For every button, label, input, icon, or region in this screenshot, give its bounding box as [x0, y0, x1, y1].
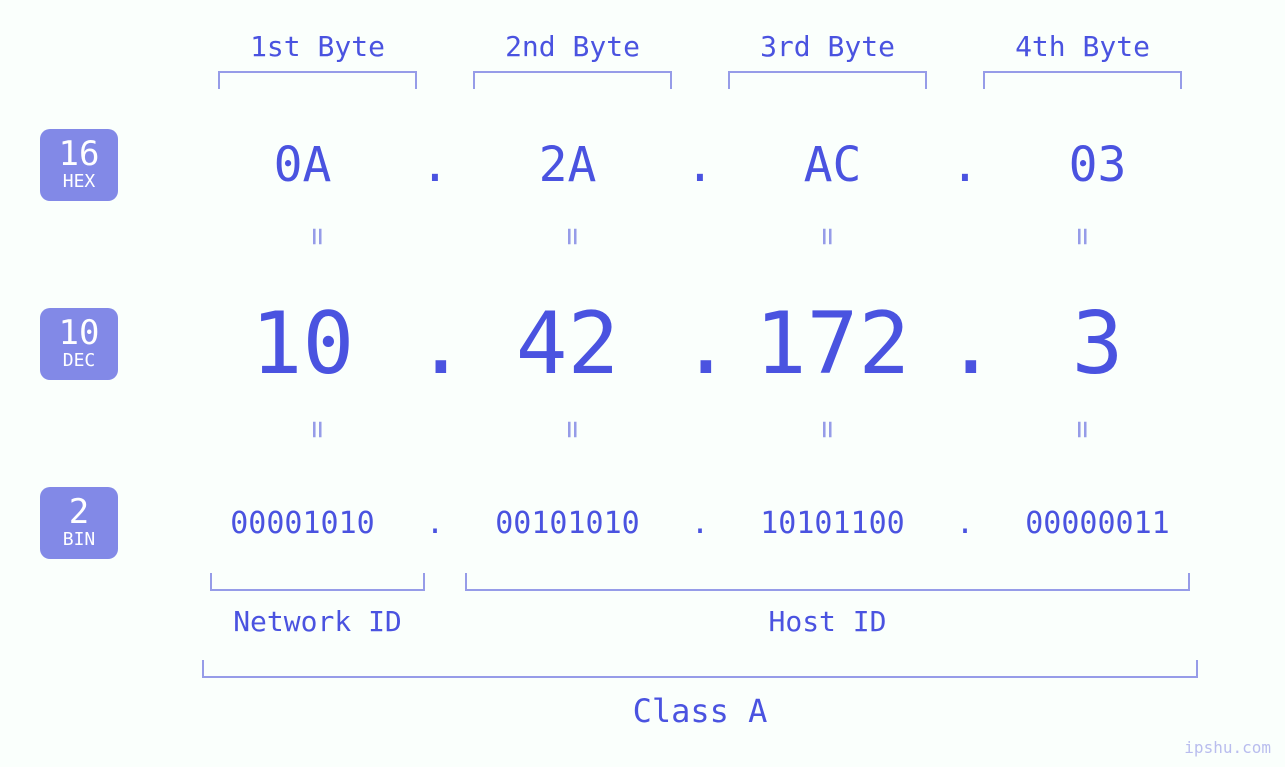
equals-icon: =: [810, 302, 845, 557]
bin-badge: 2 BIN: [40, 487, 118, 559]
bin-base-number: 2: [40, 495, 118, 529]
network-id-col: Network ID: [190, 573, 445, 638]
dot-icon: .: [680, 506, 720, 541]
dot-icon: .: [945, 137, 985, 193]
host-id-label: Host ID: [445, 605, 1210, 638]
equals-icon: =: [555, 302, 590, 557]
hex-badge: 16 HEX: [40, 129, 118, 201]
dec-badge: 10 DEC: [40, 308, 118, 380]
byte-header-3: 3rd Byte: [700, 30, 955, 89]
bracket-icon: [202, 660, 1198, 678]
dec-base-number: 10: [40, 316, 118, 350]
dec-base-name: DEC: [40, 352, 118, 370]
equals-row-2: = = = =: [190, 412, 1210, 447]
dec-values: 10 . 42 . 172 . 3: [190, 294, 1210, 394]
byte-label-4: 4th Byte: [955, 30, 1210, 63]
bracket-icon: [983, 71, 1182, 89]
byte-header-1: 1st Byte: [190, 30, 445, 89]
bin-base-name: BIN: [40, 531, 118, 549]
byte-headers: 1st Byte 2nd Byte 3rd Byte 4th Byte: [190, 30, 1210, 89]
dot-icon: .: [945, 506, 985, 541]
bracket-icon: [210, 573, 425, 591]
host-id-col: Host ID: [445, 573, 1210, 638]
byte-header-2: 2nd Byte: [445, 30, 700, 89]
byte-label-1: 1st Byte: [190, 30, 445, 63]
hex-values: 0A . 2A . AC . 03: [190, 137, 1210, 193]
watermark: ipshu.com: [1184, 738, 1271, 757]
ip-address-diagram: 1st Byte 2nd Byte 3rd Byte 4th Byte 16 H…: [40, 30, 1240, 730]
equals-icon: =: [300, 302, 335, 557]
hex-base-number: 16: [40, 137, 118, 171]
class-row: Class A: [190, 660, 1210, 730]
dot-icon: .: [415, 137, 455, 193]
network-id-label: Network ID: [190, 605, 445, 638]
dot-icon: .: [415, 506, 455, 541]
bracket-icon: [465, 573, 1190, 591]
hex-row: 16 HEX 0A . 2A . AC . 03: [40, 129, 1240, 201]
hex-base-name: HEX: [40, 173, 118, 191]
bin-row: 2 BIN 00001010 . 00101010 . 10101100 . 0…: [40, 487, 1240, 559]
dot-icon: .: [680, 137, 720, 193]
byte-label-3: 3rd Byte: [700, 30, 955, 63]
bracket-icon: [728, 71, 927, 89]
equals-icon: =: [1065, 302, 1100, 557]
network-host-row: Network ID Host ID: [190, 573, 1210, 638]
dec-row: 10 DEC 10 . 42 . 172 . 3: [40, 294, 1240, 394]
dot-icon: .: [945, 294, 985, 394]
class-label: Class A: [190, 692, 1210, 730]
bracket-icon: [218, 71, 417, 89]
byte-label-2: 2nd Byte: [445, 30, 700, 63]
equals-row-1: = = = =: [190, 219, 1210, 254]
bracket-icon: [473, 71, 672, 89]
dot-icon: .: [680, 294, 720, 394]
byte-header-4: 4th Byte: [955, 30, 1210, 89]
dot-icon: .: [415, 294, 455, 394]
bin-values: 00001010 . 00101010 . 10101100 . 0000001…: [190, 506, 1210, 541]
